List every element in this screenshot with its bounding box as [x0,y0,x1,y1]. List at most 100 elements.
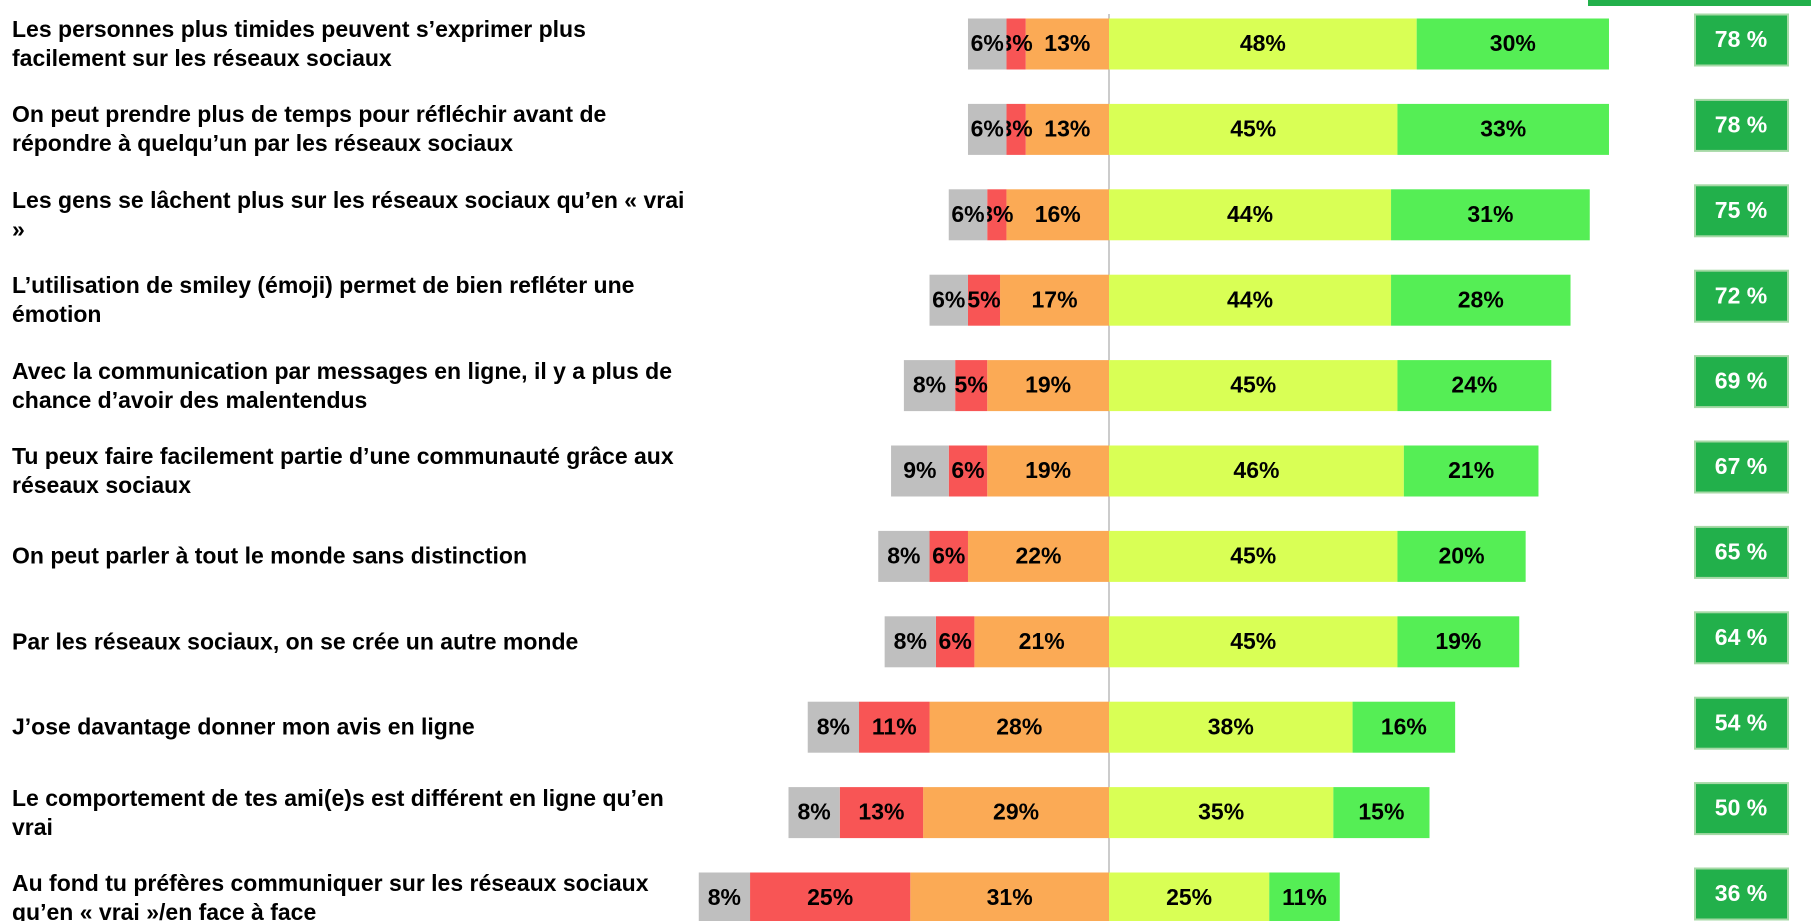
bar-value-label: 46% [1233,457,1279,483]
bar-segment [967,18,1007,70]
bar-segment [1109,274,1392,326]
bar-value-label: 6% [971,30,1004,56]
bar-value-label: 25% [1166,884,1212,910]
bar-value-label: 48% [1240,30,1286,56]
bar-segment [987,189,1007,241]
bar-value-label: 24% [1451,372,1497,398]
bar-value-label: 6% [951,457,984,483]
bar-value-label: 45% [1230,115,1276,141]
bar-segment [1109,18,1417,70]
bar-segment [1109,445,1404,497]
bar-value-label: 45% [1230,628,1276,654]
row-label: Les gens se lâchent plus sur les réseaux… [12,186,685,242]
bar-segment [1109,616,1398,668]
total-label: 50 % [1715,795,1767,821]
bar-segment [1397,103,1609,155]
legend-fragment [1588,0,1811,6]
total-box [1694,184,1789,238]
bar-segment [788,787,840,839]
bar-segment [1006,189,1109,241]
bar-value-label: 13% [1044,115,1090,141]
total-box [1694,867,1789,921]
row-label: On peut parler à tout le monde sans dist… [12,542,528,569]
bar-segment [1109,189,1392,241]
bar-segment [1391,274,1571,326]
row-label: Par les réseaux sociaux, on se crée un a… [12,628,579,655]
bar-segment [839,787,924,839]
bar-segment [1269,872,1340,921]
bar-segment [967,530,1109,582]
row-label: Le comportement de tes ami(e)s est diffé… [12,784,664,840]
bar-value-label: 25% [807,884,853,910]
total-label: 75 % [1715,197,1767,223]
bar-value-label: 6% [939,628,972,654]
bar-segment [948,189,988,241]
total-label: 72 % [1715,282,1767,308]
total-label: 69 % [1715,368,1767,394]
bar-value-label: 19% [1025,372,1071,398]
bar-value-label: 8% [913,372,946,398]
bar-segment [1352,701,1456,753]
bar-segment [807,701,860,753]
bar-value-label: 45% [1230,372,1276,398]
bar-segment [1397,360,1552,412]
bar-value-label: 19% [1025,457,1071,483]
total-label: 65 % [1715,538,1767,564]
bar-value-label: 44% [1227,201,1273,227]
total-box [1694,696,1789,750]
bar-value-label: 5% [955,372,988,398]
bar-segment [987,360,1109,412]
bar-segment [1109,872,1270,921]
bar-segment [1397,616,1520,668]
row-label: Les personnes plus timides peuvent s’exp… [12,16,586,71]
bar-value-label: 8% [708,884,741,910]
bar-value-label: 13% [858,799,904,825]
bar-segment [903,360,956,412]
bar-value-label: 13% [1044,30,1090,56]
bar-value-label: 21% [1448,457,1494,483]
bar-value-label: 22% [1015,542,1061,568]
bar-value-label: 45% [1230,542,1276,568]
bar-segment [967,274,1001,326]
bar-value-label: 6% [971,115,1004,141]
bar-segment [698,872,751,921]
total-box [1694,355,1789,409]
row-label: Tu peux faire facilement partie d’une co… [12,443,674,498]
bar-segment [935,616,975,668]
bar-segment [1391,189,1590,241]
total-label: 36 % [1715,880,1767,906]
bar-segment [1025,103,1109,155]
bar-value-label: 38% [1208,713,1254,739]
total-label: 78 % [1715,111,1767,137]
bar-segment [1109,787,1334,839]
bar-value-label: 28% [996,713,1042,739]
bar-segment [1416,18,1609,70]
bar-segment [1000,274,1109,326]
bar-segment [923,787,1109,839]
total-box [1694,269,1789,323]
bar-value-label: 15% [1358,799,1404,825]
bar-segment [987,445,1109,497]
bar-segment [891,445,949,497]
bar-segment [1006,103,1026,155]
total-box [1694,440,1789,494]
bar-segment [974,616,1109,668]
bar-value-label: 9% [903,457,936,483]
bar-segment [910,872,1109,921]
bar-value-label: 44% [1227,286,1273,312]
bar-segment [967,103,1007,155]
total-box [1694,13,1789,67]
bar-segment [948,445,988,497]
bar-segment [1025,18,1109,70]
bar-value-label: 11% [1282,884,1327,910]
row-label: Au fond tu préfères communiquer sur les … [12,870,649,921]
bar-segment [929,701,1109,753]
bar-value-label: 8% [817,713,850,739]
bar-segment [1109,103,1398,155]
bar-segment [750,872,911,921]
row-label: Avec la communication par messages en li… [12,357,672,413]
bar-value-label: 11% [872,713,917,739]
row-label: J’ose davantage donner mon avis en ligne [12,713,475,740]
